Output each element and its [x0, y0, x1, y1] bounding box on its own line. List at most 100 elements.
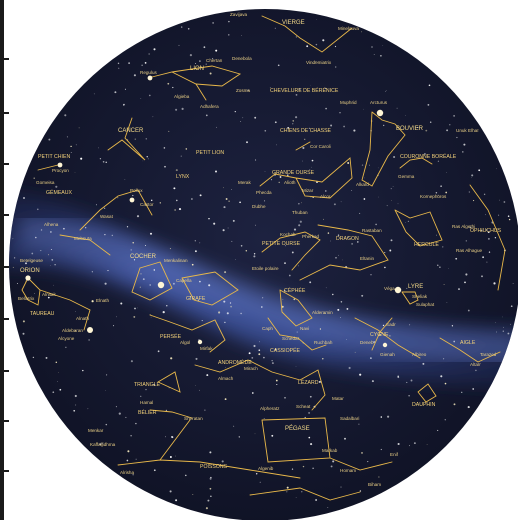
- background-star: [180, 155, 182, 157]
- background-star: [397, 442, 400, 446]
- star-label: Alhena: [44, 222, 59, 227]
- label-persee: PERSÉE: [160, 333, 182, 340]
- background-star: [201, 320, 203, 322]
- star-label: Alnath: [76, 316, 89, 321]
- background-star: [133, 259, 136, 261]
- background-star: [175, 499, 178, 502]
- background-star: [293, 228, 297, 231]
- background-star: [204, 409, 206, 411]
- background-star: [287, 174, 289, 176]
- background-star: [253, 253, 256, 255]
- background-star: [329, 127, 330, 129]
- background-star: [408, 395, 410, 397]
- star-aldebaran: [87, 327, 93, 333]
- background-star: [443, 358, 445, 360]
- lion-lines: [195, 83, 207, 101]
- background-star: [487, 231, 490, 233]
- background-star: [446, 172, 447, 173]
- background-star: [274, 121, 277, 124]
- background-star: [169, 248, 171, 250]
- star-label: Zosma: [236, 88, 250, 93]
- star-deneb: [382, 342, 388, 348]
- background-star: [159, 202, 161, 204]
- background-star: [361, 294, 364, 297]
- background-star: [340, 201, 342, 203]
- background-star: [157, 350, 160, 353]
- background-star: [48, 254, 49, 256]
- background-star: [453, 115, 455, 117]
- background-star: [435, 192, 438, 194]
- background-star: [354, 351, 356, 353]
- background-star: [101, 442, 103, 444]
- label-poissons: POISSONS: [200, 464, 228, 470]
- background-star: [437, 429, 439, 431]
- star-label: Alcyone: [58, 336, 75, 341]
- background-star: [439, 266, 441, 268]
- background-star: [59, 388, 62, 391]
- background-star: [124, 88, 126, 90]
- star-label: Scheat: [296, 404, 311, 409]
- background-star: [428, 84, 431, 87]
- background-star: [361, 31, 363, 33]
- background-star: [189, 54, 192, 57]
- background-star: [25, 262, 27, 265]
- background-star: [130, 360, 133, 363]
- background-star: [344, 437, 346, 440]
- star-label: Deneb: [360, 340, 374, 345]
- background-star: [486, 261, 488, 263]
- background-star: [482, 256, 484, 259]
- background-star: [235, 259, 236, 260]
- background-star: [447, 267, 449, 269]
- star-label: Alnitak: [42, 292, 56, 297]
- gemeaux-lines: [79, 189, 153, 231]
- star-label: Alcor: [320, 194, 331, 199]
- background-star: [162, 311, 165, 314]
- frame-tick: [0, 112, 9, 114]
- background-star: [389, 249, 392, 252]
- grande-ourse-lines: [259, 157, 353, 199]
- background-star: [286, 486, 289, 489]
- star-label: Tarazed: [480, 352, 497, 357]
- background-star: [485, 229, 488, 231]
- label-chevelure: CHEVELURE DE BÉRÉNICE: [270, 87, 339, 94]
- background-star: [308, 411, 311, 414]
- star-label: Vindemiatrix: [306, 60, 332, 65]
- label-triangle: TRIANGLE: [134, 382, 160, 388]
- star-label: Mirach: [244, 366, 258, 371]
- background-star: [367, 461, 369, 463]
- background-star: [363, 108, 364, 110]
- background-star: [380, 448, 382, 451]
- cygne-lines: [354, 317, 421, 359]
- background-star: [231, 189, 232, 190]
- background-star: [135, 422, 137, 425]
- star-label: Betelgeuse: [20, 258, 43, 263]
- constellation-lines: [21, 15, 506, 501]
- background-star: [216, 126, 217, 128]
- background-star: [218, 311, 221, 314]
- background-star: [187, 28, 190, 30]
- background-star: [487, 237, 490, 240]
- star-label: Menkalinan: [164, 258, 188, 263]
- background-star: [130, 249, 132, 251]
- background-star: [185, 148, 188, 150]
- background-star: [229, 302, 232, 304]
- cancer-lines: [107, 117, 146, 161]
- background-star: [124, 179, 126, 180]
- background-star: [346, 307, 349, 310]
- background-star: [63, 227, 65, 230]
- star-label: Denebola: [232, 56, 252, 61]
- background-star: [463, 143, 466, 146]
- poissons-lines: [117, 459, 301, 479]
- background-star: [351, 243, 353, 245]
- star-label: Algol: [180, 340, 190, 345]
- milky-way: [9, 190, 518, 390]
- background-star: [275, 379, 278, 382]
- background-star: [53, 284, 54, 286]
- background-star: [54, 263, 56, 266]
- background-star: [210, 476, 212, 479]
- background-star: [359, 212, 361, 214]
- background-star: [405, 115, 406, 116]
- background-star: [361, 164, 364, 166]
- background-star: [12, 266, 14, 268]
- star-label: Adhafera: [200, 104, 219, 109]
